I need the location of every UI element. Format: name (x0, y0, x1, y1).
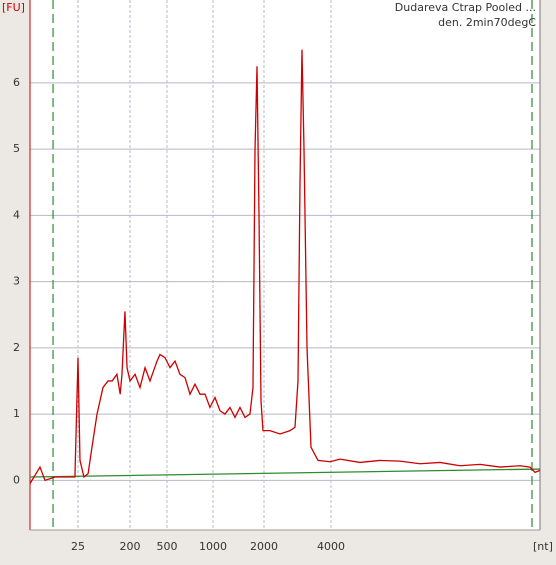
y-axis-label: [FU] (2, 1, 25, 14)
line-series (29, 49, 541, 484)
chart-title: Dudareva Ctrap Pooled ... (395, 1, 536, 14)
x-tick-label: 4000 (317, 540, 345, 553)
y-tick-label: 0 (13, 473, 20, 486)
x-tick-label: 25 (71, 540, 85, 553)
x-tick-label: 1000 (199, 540, 227, 553)
y-tick-label: 6 (13, 76, 20, 89)
y-tick-label: 3 (13, 275, 20, 288)
x-tick-label: 2000 (250, 540, 278, 553)
y-tick-label: 5 (13, 142, 20, 155)
y-tick-label: 2 (13, 341, 20, 354)
x-tick-label: 500 (157, 540, 178, 553)
y-tick-label: 1 (13, 407, 20, 420)
plot-area (30, 0, 540, 530)
title-box (405, 0, 540, 34)
x-tick-label: 200 (120, 540, 141, 553)
x-axis-label: [nt] (533, 540, 553, 553)
line-series (29, 468, 541, 478)
chart-subtitle: den. 2min70degC (438, 16, 536, 29)
y-tick-label: 4 (13, 208, 20, 221)
